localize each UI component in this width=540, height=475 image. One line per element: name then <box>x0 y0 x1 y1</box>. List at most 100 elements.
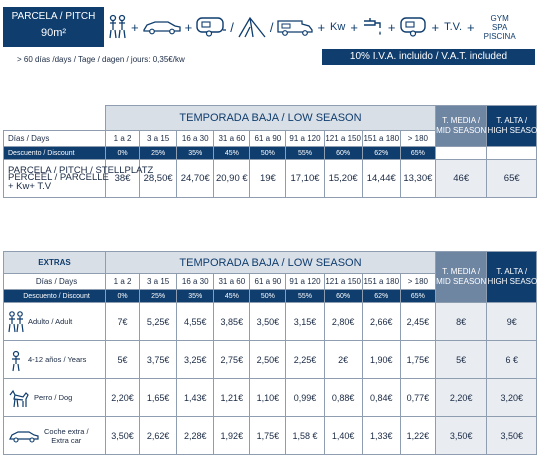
pitch-header-title: PARCELA / PITCH <box>11 11 96 22</box>
price-cell: 0,88€ <box>323 378 363 417</box>
high-season-price: 3,20€ <box>486 378 537 417</box>
days-cell: 31 a 60 <box>213 273 251 290</box>
days-cell: 61 a 90 <box>249 130 287 147</box>
days-label: Días / Days <box>2 273 107 290</box>
pitch-price-table: TEMPORADA BAJA / LOW SEASON T. MEDIA / MI… <box>2 105 540 198</box>
high-season-price: 65€ <box>486 159 537 198</box>
low-season-header: TEMPORADA BAJA / LOW SEASON <box>105 105 436 131</box>
price-cell: 20,90 € <box>213 159 251 198</box>
mid-season-price: 3,50€ <box>434 416 488 455</box>
discount-cell: 65% <box>399 146 436 160</box>
adults-icon <box>8 310 24 332</box>
discount-cell: 35% <box>176 289 215 303</box>
mid-season-header: T. MEDIA / MID SEASON <box>434 105 488 147</box>
high-season-header: T. ALTA / HIGH SEASON <box>486 105 540 147</box>
pitch-row-label: PARCELA / PITCH / STELLPLATZ PERCEEL / P… <box>2 159 153 198</box>
extras-row-label: Coche extra / Extra car <box>4 427 105 445</box>
facilities-label: GYM SPA PISCINA <box>483 13 516 41</box>
motorhome-icon <box>277 20 314 36</box>
days-cell: 16 a 30 <box>176 130 215 147</box>
days-cell: 16 a 30 <box>176 273 215 290</box>
plus-sign: + <box>131 19 139 35</box>
days-cell: 151 a 180 <box>361 130 401 147</box>
price-cell: 2,66€ <box>361 302 401 341</box>
discount-label: Descuento / Discount <box>2 146 107 160</box>
price-cell: 3,25€ <box>176 340 215 379</box>
mid-season-header: T. MEDIA / MID SEASON <box>434 251 488 303</box>
price-cell: 1,21€ <box>213 378 251 417</box>
price-cell: 2,80€ <box>323 302 363 341</box>
electricity-label: Kw <box>330 21 346 33</box>
caravan-icon <box>196 17 227 37</box>
price-cell: 14,44€ <box>361 159 401 198</box>
plus-sign: + <box>317 19 326 35</box>
price-cell: 4,55€ <box>176 302 215 341</box>
extras-row-child: 4-12 años / Years 5€ 3,75€ 3,25€ 2,75€ 2… <box>2 340 537 379</box>
discount-cell: 55% <box>285 146 325 160</box>
extras-row-label: 4-12 años / Years <box>4 348 105 372</box>
pitch-header-size: 90m² <box>40 27 67 39</box>
child-icon <box>12 350 20 371</box>
discount-cell: 0% <box>105 289 141 303</box>
plus-sign: + <box>431 19 440 35</box>
slash-sign: / <box>269 19 274 35</box>
tv-label: T.V. <box>444 21 463 33</box>
mid-season-price: 8€ <box>434 302 488 341</box>
price-cell: 0,77€ <box>399 378 436 417</box>
price-cell: 3,75€ <box>139 340 178 379</box>
extras-row-car: Coche extra / Extra car 3,50€ 2,62€ 2,28€… <box>2 416 537 455</box>
long-stay-note: > 60 días /days / Tage / dagen / jours: … <box>17 55 185 64</box>
price-cell: 3,15€ <box>285 302 325 341</box>
days-cell: 151 a 180 <box>361 273 401 290</box>
price-cell: 3,85€ <box>213 302 251 341</box>
price-cell: 1,33€ <box>361 416 401 455</box>
low-season-header: TEMPORADA BAJA / LOW SEASON <box>105 251 436 274</box>
tent-icon <box>238 16 266 38</box>
discount-cell: 62% <box>361 289 401 303</box>
discount-cell: 0% <box>105 146 141 160</box>
days-cell: 1 a 2 <box>105 273 141 290</box>
discount-cell: 60% <box>323 146 363 160</box>
plus-sign: + <box>387 19 396 35</box>
days-cell: 121 a 150 <box>323 130 363 147</box>
slash-sign: / <box>230 19 234 35</box>
mid-season-price: 2,20€ <box>434 378 488 417</box>
days-cell: 31 a 60 <box>213 130 251 147</box>
price-cell: 17,10€ <box>285 159 325 198</box>
price-cell: 2,50€ <box>249 340 287 379</box>
mid-season-price: 5€ <box>434 340 488 379</box>
discount-row: Descuento / Discount 0% 25% 35% 45% 50% … <box>2 146 537 160</box>
price-cell: 2,28€ <box>176 416 215 455</box>
days-cell: 91 a 120 <box>285 273 325 290</box>
adults-icon <box>109 14 126 39</box>
price-cell: 7€ <box>105 302 141 341</box>
high-season-price: 3,50€ <box>486 416 537 455</box>
discount-cell: 50% <box>249 289 287 303</box>
price-cell: 13,30€ <box>399 159 436 198</box>
discount-cell: 45% <box>213 146 251 160</box>
extras-row-label: Perro / Dog <box>4 387 105 409</box>
price-cell: 2,25€ <box>285 340 325 379</box>
discount-cell: 45% <box>213 289 251 303</box>
vat-banner: 10% I.V.A. incluido / V.A.T. included <box>322 49 535 65</box>
days-label: Días / Days <box>2 130 107 147</box>
price-cell: 1,58 € <box>285 416 325 455</box>
discount-cell: 60% <box>323 289 363 303</box>
price-cell: 1,92€ <box>213 416 251 455</box>
days-cell: 3 a 15 <box>139 273 178 290</box>
extras-header: EXTRAS <box>2 251 107 274</box>
extras-row-dog: Perro / Dog 2,20€ 1,65€ 1,43€ 1,21€ 1,10… <box>2 378 537 417</box>
high-season-price: 9€ <box>486 302 537 341</box>
price-cell: 2,62€ <box>139 416 178 455</box>
extras-row-adult: Adulto / Adult 7€ 5,25€ 4,55€ 3,85€ 3,50… <box>2 302 537 341</box>
price-cell: 0,84€ <box>361 378 401 417</box>
days-cell: 3 a 15 <box>139 130 178 147</box>
price-cell: 19€ <box>249 159 287 198</box>
discount-cell: 50% <box>249 146 287 160</box>
discount-cell: 25% <box>139 289 178 303</box>
included-services-row: + + / / + Kw + + + T.V. + GYM SPA PISCIN… <box>108 7 537 47</box>
days-cell: > 180 <box>399 273 436 290</box>
discount-cell: 35% <box>176 146 215 160</box>
price-cell: 2€ <box>323 340 363 379</box>
discount-cell: 62% <box>361 146 401 160</box>
